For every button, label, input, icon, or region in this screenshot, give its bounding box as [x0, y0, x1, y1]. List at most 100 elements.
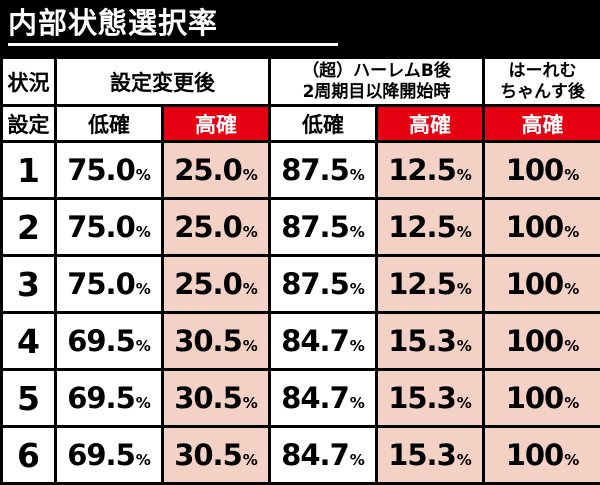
percent-sign: %	[135, 394, 151, 412]
setting-number: 1	[17, 150, 40, 190]
setting-cell: 4	[0, 311, 57, 371]
value-number: 84.7	[281, 438, 350, 472]
table-row-setting-6: 6 69.5% 30.5% 84.7% 15.3% 100%	[0, 425, 600, 485]
setting-cell: 6	[0, 425, 57, 485]
value-number: 30.5	[174, 438, 243, 472]
value-cell: 30.5%	[161, 311, 271, 371]
value-number: 75.0	[67, 210, 136, 244]
percent-sign: %	[564, 451, 580, 469]
header-high-prob-1: 高確	[161, 104, 271, 143]
percent-sign: %	[242, 337, 258, 355]
value-cell: 12.5%	[375, 197, 485, 257]
table-row-setting-2: 2 75.0% 25.0% 87.5% 12.5% 100%	[0, 197, 600, 257]
percent-sign: %	[349, 280, 365, 298]
value-cell: 12.5%	[375, 140, 485, 200]
value-cell: 87.5%	[268, 197, 378, 257]
value-cell: 87.5%	[268, 254, 378, 314]
value-number: 100	[505, 153, 565, 187]
value-cell: 12.5%	[375, 254, 485, 314]
header-setting-change: 設定変更後	[54, 56, 271, 107]
percent-sign: %	[456, 337, 472, 355]
value-cell: 84.7%	[268, 311, 378, 371]
value-cell: 100%	[482, 254, 600, 314]
percent-sign: %	[349, 337, 365, 355]
value-number: 100	[505, 438, 565, 472]
value-cell: 84.7%	[268, 425, 378, 485]
value-cell: 15.3%	[375, 368, 485, 428]
value-number: 69.5	[67, 438, 136, 472]
value-number: 25.0	[174, 153, 243, 187]
header-setting: 設定	[0, 104, 57, 143]
header-harem-b: （超）ハーレムB後 2周期目以降開始時	[268, 56, 485, 107]
table-row-setting-3: 3 75.0% 25.0% 87.5% 12.5% 100%	[0, 254, 600, 314]
value-number: 12.5	[388, 267, 457, 301]
setting-number: 5	[17, 378, 40, 418]
header-harem-b-line2: 2周期目以降開始時	[302, 81, 451, 102]
percent-sign: %	[456, 223, 472, 241]
percent-sign: %	[349, 166, 365, 184]
value-number: 12.5	[388, 153, 457, 187]
table-row-setting-5: 5 69.5% 30.5% 84.7% 15.3% 100%	[0, 368, 600, 428]
value-number: 84.7	[281, 381, 350, 415]
header-harem-chance-line2: ちゃんす後	[500, 81, 585, 102]
header-harem-b-line1: （超）ハーレムB後	[302, 61, 451, 82]
value-number: 100	[505, 210, 565, 244]
value-number: 100	[505, 324, 565, 358]
value-cell: 25.0%	[161, 140, 271, 200]
setting-number: 6	[17, 435, 40, 475]
value-number: 87.5	[281, 267, 350, 301]
setting-number: 2	[17, 207, 40, 247]
value-cell: 100%	[482, 311, 600, 371]
setting-number: 4	[17, 321, 40, 361]
value-cell: 15.3%	[375, 311, 485, 371]
percent-sign: %	[135, 280, 151, 298]
value-number: 12.5	[388, 210, 457, 244]
value-number: 69.5	[67, 381, 136, 415]
percent-sign: %	[456, 394, 472, 412]
value-number: 25.0	[174, 210, 243, 244]
setting-number: 3	[17, 264, 40, 304]
value-number: 100	[505, 267, 565, 301]
percent-sign: %	[456, 451, 472, 469]
value-cell: 25.0%	[161, 197, 271, 257]
table-row-setting-1: 1 75.0% 25.0% 87.5% 12.5% 100%	[0, 140, 600, 200]
value-number: 15.3	[388, 381, 457, 415]
percent-sign: %	[135, 166, 151, 184]
value-cell: 87.5%	[268, 140, 378, 200]
percent-sign: %	[135, 223, 151, 241]
percent-sign: %	[564, 223, 580, 241]
header-situation: 状況	[0, 56, 57, 107]
value-cell: 75.0%	[54, 254, 164, 314]
value-cell: 100%	[482, 140, 600, 200]
value-cell: 69.5%	[54, 311, 164, 371]
value-cell: 84.7%	[268, 368, 378, 428]
setting-cell: 3	[0, 254, 57, 314]
percent-sign: %	[349, 223, 365, 241]
percent-sign: %	[242, 223, 258, 241]
title-bar: 内部状態選択率	[0, 0, 600, 56]
value-cell: 30.5%	[161, 425, 271, 485]
value-number: 30.5	[174, 324, 243, 358]
value-cell: 100%	[482, 425, 600, 485]
percent-sign: %	[564, 166, 580, 184]
percent-sign: %	[242, 166, 258, 184]
percent-sign: %	[349, 394, 365, 412]
page-title: 内部状態選択率	[8, 6, 219, 40]
title-underline	[8, 43, 338, 47]
setting-cell: 5	[0, 368, 57, 428]
header-harem-chance-line1: はーれむ	[508, 61, 577, 82]
value-number: 87.5	[281, 210, 350, 244]
header-low-prob-2: 低確	[268, 104, 378, 143]
percent-sign: %	[349, 451, 365, 469]
percent-sign: %	[456, 166, 472, 184]
value-cell: 100%	[482, 368, 600, 428]
header-high-prob-2: 高確	[375, 104, 485, 143]
header-harem-chance: はーれむ ちゃんす後	[482, 56, 600, 107]
header-row-groups: 状況 設定変更後 （超）ハーレムB後 2周期目以降開始時 はーれむ ちゃんす後	[0, 56, 600, 107]
header-row-prob: 設定 低確 高確 低確 高確 高確	[0, 104, 600, 143]
value-cell: 69.5%	[54, 368, 164, 428]
percent-sign: %	[135, 451, 151, 469]
value-number: 87.5	[281, 153, 350, 187]
percent-sign: %	[135, 337, 151, 355]
value-number: 30.5	[174, 381, 243, 415]
